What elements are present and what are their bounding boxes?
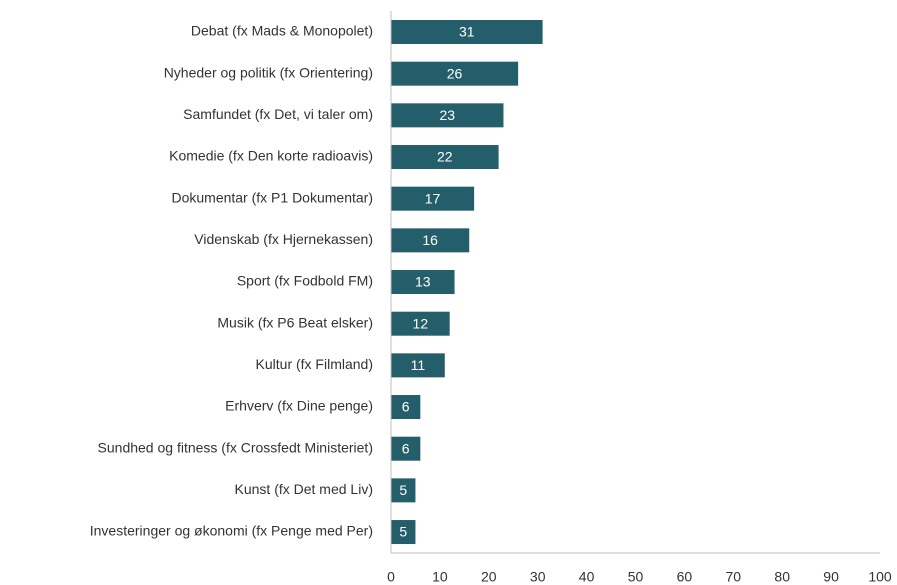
data-label: 22 — [437, 149, 453, 165]
data-label: 17 — [425, 190, 441, 206]
data-label: 13 — [415, 274, 431, 290]
data-label: 26 — [447, 65, 463, 81]
x-tick-label: 50 — [628, 569, 644, 585]
category-label: Dokumentar (fx P1 Dokumentar) — [171, 189, 373, 205]
category-label: Kultur (fx Filmland) — [256, 356, 373, 372]
data-label: 23 — [439, 107, 455, 123]
category-label: Musik (fx P6 Beat elsker) — [217, 314, 373, 330]
category-label: Komedie (fx Den korte radioavis) — [169, 148, 373, 164]
data-label: 11 — [411, 357, 426, 373]
category-label: Debat (fx Mads & Monopolet) — [191, 23, 373, 39]
bar — [391, 103, 504, 128]
category-label: Samfundet (fx Det, vi taler om) — [183, 106, 373, 122]
bar — [391, 311, 450, 336]
data-label: 5 — [399, 524, 407, 540]
x-tick-label: 90 — [823, 569, 839, 585]
x-tick-label: 60 — [677, 569, 693, 585]
bar — [391, 395, 421, 420]
data-label: 12 — [413, 315, 429, 331]
bar — [391, 228, 470, 253]
bar — [391, 353, 445, 378]
category-label: Sundhed og fitness (fx Crossfedt Ministe… — [98, 439, 373, 455]
x-tick-label: 100 — [868, 569, 892, 585]
x-tick-label: 0 — [387, 569, 395, 585]
category-label: Erhverv (fx Dine penge) — [225, 398, 373, 414]
bar — [391, 145, 499, 170]
category-label: Videnskab (fx Hjernekassen) — [194, 231, 373, 247]
category-label: Nyheder og politik (fx Orientering) — [164, 64, 373, 80]
category-label: Investeringer og økonomi (fx Penge med P… — [90, 523, 373, 539]
bar — [391, 61, 519, 86]
data-label: 31 — [459, 24, 475, 40]
x-tick-label: 20 — [481, 569, 497, 585]
x-tick-label: 40 — [579, 569, 595, 585]
x-tick-label: 80 — [774, 569, 790, 585]
category-label: Kunst (fx Det med Liv) — [235, 481, 374, 497]
bar — [391, 520, 416, 545]
data-label: 5 — [399, 482, 407, 498]
x-tick-label: 30 — [530, 569, 546, 585]
bar — [391, 478, 416, 503]
bar — [391, 186, 475, 211]
data-label: 16 — [422, 232, 438, 248]
bar — [391, 270, 455, 295]
x-tick-label: 70 — [726, 569, 742, 585]
category-label: Sport (fx Fodbold FM) — [237, 273, 373, 289]
bar — [391, 20, 543, 44]
bar — [391, 436, 421, 461]
data-label: 6 — [402, 440, 410, 456]
data-label: 6 — [402, 399, 410, 415]
x-tick-label: 10 — [432, 569, 448, 585]
